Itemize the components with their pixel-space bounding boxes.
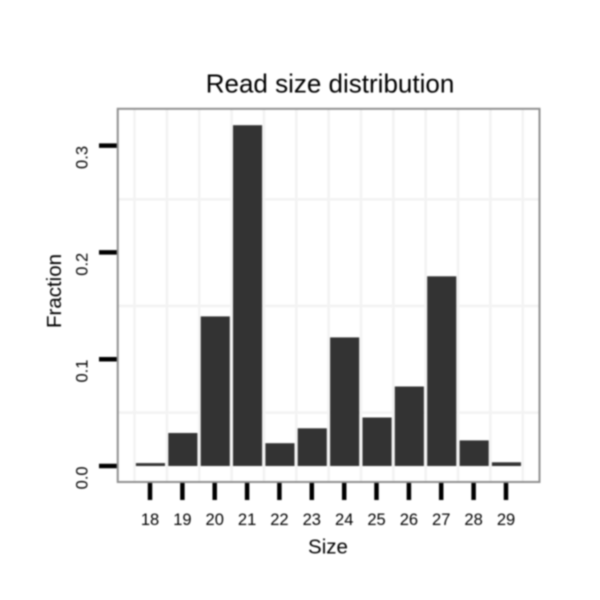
svg-text:Fraction: Fraction — [43, 254, 66, 328]
svg-text:21: 21 — [238, 511, 256, 529]
svg-text:19: 19 — [173, 511, 191, 529]
svg-text:Size: Size — [308, 536, 348, 559]
svg-text:0.0: 0.0 — [74, 466, 92, 489]
svg-text:27: 27 — [432, 511, 450, 529]
svg-text:23: 23 — [303, 511, 321, 529]
svg-text:18: 18 — [141, 511, 159, 529]
svg-text:20: 20 — [206, 511, 224, 529]
svg-text:29: 29 — [497, 511, 515, 529]
svg-text:0.2: 0.2 — [74, 253, 92, 276]
svg-text:Read size distribution: Read size distribution — [206, 69, 455, 99]
svg-text:24: 24 — [335, 511, 353, 529]
svg-text:28: 28 — [464, 511, 482, 529]
svg-text:25: 25 — [367, 511, 385, 529]
svg-text:26: 26 — [400, 511, 418, 529]
svg-text:0.1: 0.1 — [74, 360, 92, 383]
svg-text:22: 22 — [270, 511, 288, 529]
svg-text:0.3: 0.3 — [74, 146, 92, 169]
